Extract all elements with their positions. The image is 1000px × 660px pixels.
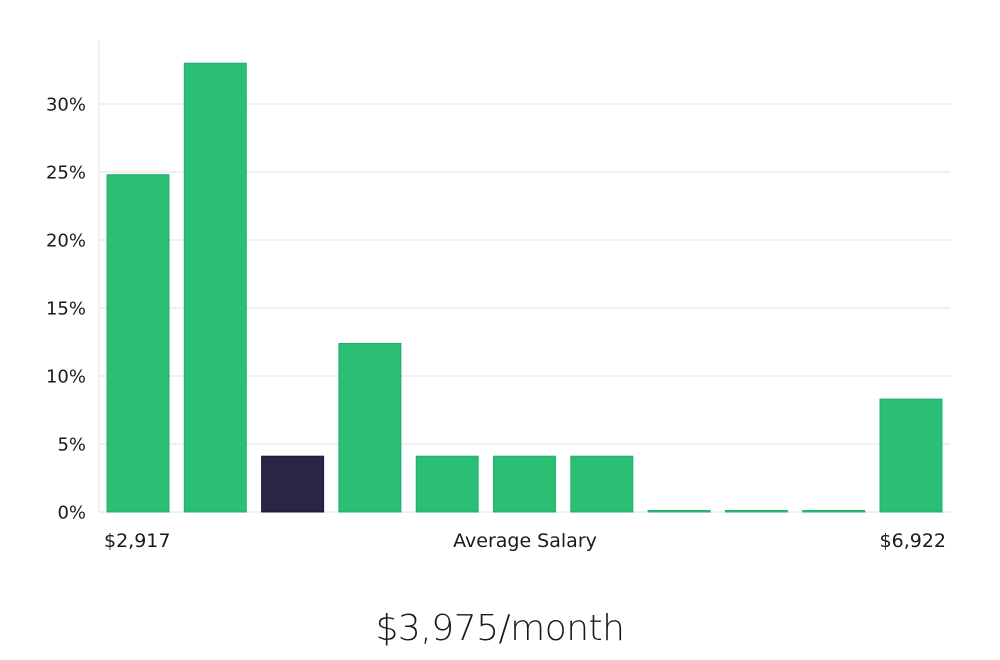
bar	[338, 342, 402, 513]
average-salary-value: $3,975/month	[375, 608, 625, 649]
x-axis-label: Average Salary	[453, 530, 597, 552]
bar-highlighted	[261, 455, 325, 513]
y-tick-label: 5%	[57, 435, 86, 456]
y-tick-label: 20%	[46, 231, 86, 252]
y-tick-label: 25%	[46, 163, 86, 184]
y-axis-ticks: 0% 5% 10% 15% 20% 25% 30%	[46, 95, 86, 524]
bar	[415, 455, 479, 513]
y-tick-label: 15%	[46, 299, 86, 320]
bar	[493, 455, 556, 513]
bar	[183, 62, 247, 513]
bar	[106, 174, 170, 513]
bars	[106, 62, 943, 513]
y-tick-label: 10%	[46, 367, 86, 388]
x-max-label: $6,922	[880, 530, 946, 552]
bar	[647, 510, 711, 513]
x-min-label: $2,917	[104, 530, 170, 552]
bar	[724, 510, 788, 513]
bar	[879, 398, 943, 513]
bar	[802, 510, 866, 513]
bar	[570, 455, 634, 513]
y-tick-label: 0%	[57, 503, 86, 524]
salary-histogram: 0% 5% 10% 15% 20% 25% 30% $2,917 Average Salar…	[46, 40, 950, 552]
y-tick-label: 30%	[46, 95, 86, 116]
